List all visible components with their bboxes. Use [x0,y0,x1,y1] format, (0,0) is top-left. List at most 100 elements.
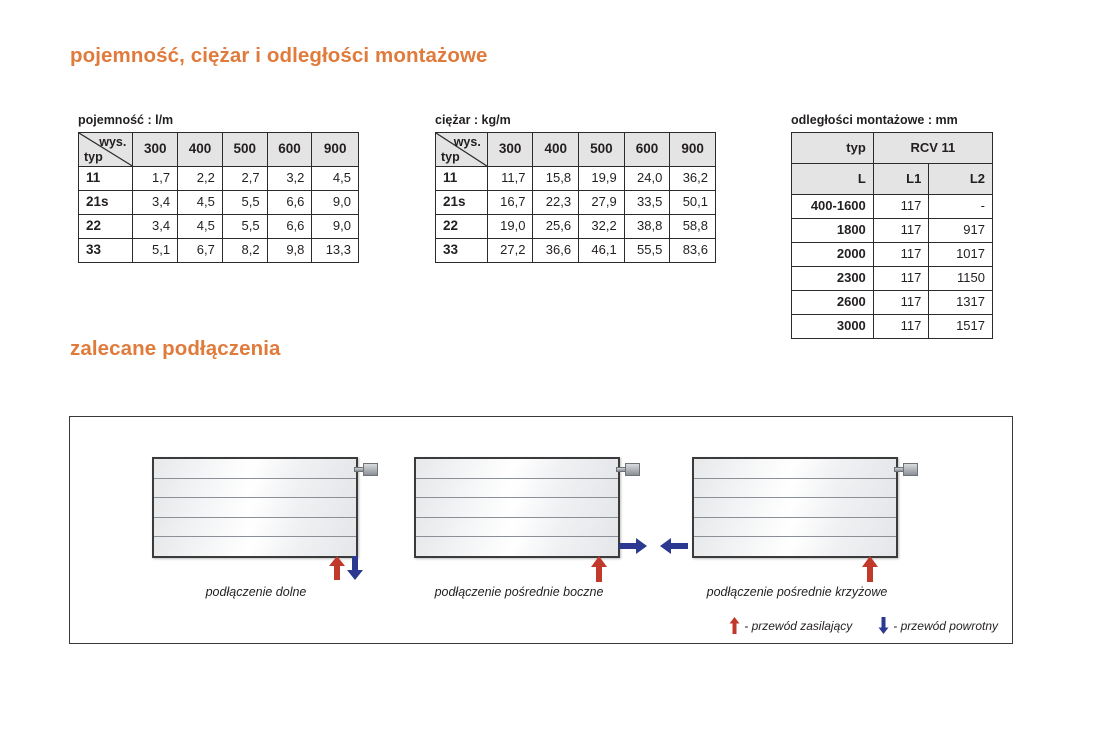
column-header-900: 900 [311,132,359,167]
legend-label-supply: - przewód zasilający [744,618,853,633]
cell-value: 36,2 [669,166,716,191]
corner-cell-capacity: wys. typ [77,132,134,167]
radiator-body [692,457,898,558]
cell-value: 11,7 [486,166,534,191]
cell-value: 2,7 [221,166,268,191]
cell-value: 24,0 [623,166,671,191]
cell-value-l1: 117 [872,194,930,219]
row-label: 21s [435,190,488,215]
radiator-panel [154,517,356,538]
weight-table: wys. typ 300 400 500 600 900 11 11,7 15,… [435,132,716,263]
supply-arrow-up-icon [862,556,878,582]
supply-arrow-up-icon [729,617,740,634]
radiator-panel [694,498,896,518]
cell-value-l2: - [928,194,993,219]
cell-value: 4,5 [177,214,223,239]
capacity-table-caption: pojemność : l/m [78,113,174,127]
cell-value: 5,5 [221,214,268,239]
section-heading-connections: zalecane podłączenia [70,337,281,360]
diagonal-divider-icon [436,133,487,166]
return-arrow-left-icon [660,538,688,554]
cell-value: 3,4 [132,190,179,215]
table-row: 400-1600 117 - [791,194,993,219]
cell-value: 5,5 [221,190,268,215]
radiator-panel [694,537,896,556]
column-header-400: 400 [177,132,223,167]
cell-value: 5,1 [132,238,179,263]
return-arrow-down-icon [347,556,363,580]
capacity-table: wys. typ 300 400 500 600 900 11 1,7 2,2 … [77,132,359,263]
corner-cell-weight: wys. typ [435,132,488,167]
table-header-row: wys. typ 300 400 500 600 900 [77,132,359,167]
corner-label-type: typ [441,150,460,164]
row-label: 11 [435,166,488,191]
cell-value: 38,8 [623,214,671,239]
table-header-row: typ RCV 11 [791,132,994,164]
table-row: 2300 117 1150 [791,266,993,291]
cell-value-l2: 917 [928,218,993,243]
radiator-panel [416,478,618,499]
cell-value: 3,2 [266,166,313,191]
row-label: 22 [77,214,134,239]
weight-table-block: ciężar : kg/m wys. typ 300 400 500 600 9… [435,113,716,263]
row-label: 21s [77,190,134,215]
cell-value: 33,5 [623,190,671,215]
diagonal-divider-icon [79,133,132,166]
cell-value: 58,8 [669,214,716,239]
diagram-caption: podłączenie pośrednie krzyżowe [706,585,888,599]
cell-value: 27,2 [486,238,534,263]
cell-value: 6,6 [266,214,313,239]
connections-diagram-panel: podłączenie dolne podłączenie pośrednie … [69,416,1013,644]
header-l: L [791,163,874,195]
header-l1: L1 [872,163,930,195]
header-l2: L2 [928,163,993,195]
radiator-body [414,457,620,558]
table-header-row: L L1 L2 [791,163,993,195]
radiator-panel [154,537,356,556]
cell-value: 2,2 [177,166,223,191]
radiator-panel [154,478,356,499]
table-row: 21s 16,7 22,3 27,9 33,5 50,1 [435,190,716,215]
cell-value: 3,4 [132,214,179,239]
row-label: 400-1600 [791,194,874,219]
cell-value: 13,3 [311,238,359,263]
column-header-400: 400 [532,132,580,167]
row-label: 22 [435,214,488,239]
radiator-panel [694,459,896,479]
distance-table-caption: odległości montażowe : mm [791,113,958,127]
cell-value: 83,6 [669,238,716,263]
cell-value: 9,0 [311,190,359,215]
corner-label-height: wys. [99,135,127,149]
supply-arrow-up-icon [591,556,607,582]
cell-value-l2: 1150 [928,266,993,291]
diagram-caption: podłączenie pośrednie boczne [434,585,604,599]
radiator-panel [154,459,356,479]
column-header-500: 500 [221,132,268,167]
row-label: 1800 [791,218,874,243]
cell-value: 6,6 [266,190,313,215]
radiator-panel [694,478,896,499]
radiator-panel [416,537,618,556]
corner-label-height: wys. [453,135,481,149]
header-model: RCV 11 [872,132,994,164]
table-header-row: wys. typ 300 400 500 600 900 [435,132,716,167]
diagram-caption: podłączenie dolne [205,585,307,599]
cell-value: 46,1 [578,238,625,263]
table-row: 11 1,7 2,2 2,7 3,2 4,5 [77,166,359,191]
row-label: 33 [77,238,134,263]
radiator-panel [154,498,356,518]
cell-value: 15,8 [532,166,580,191]
corner-label-type: typ [84,150,103,164]
row-label: 2600 [791,290,874,315]
table-row: 1800 117 917 [791,218,993,243]
legend-item-return: - przewód powrotny [878,617,998,634]
cell-value-l2: 1517 [928,314,993,339]
radiator-panel [416,459,618,479]
column-header-300: 300 [486,132,534,167]
capacity-table-block: pojemność : l/m wys. typ 300 400 500 600… [77,113,359,263]
cell-value: 1,7 [132,166,179,191]
valve-body [903,463,918,476]
valve-icon [894,463,918,476]
table-row: 2000 117 1017 [791,242,993,267]
